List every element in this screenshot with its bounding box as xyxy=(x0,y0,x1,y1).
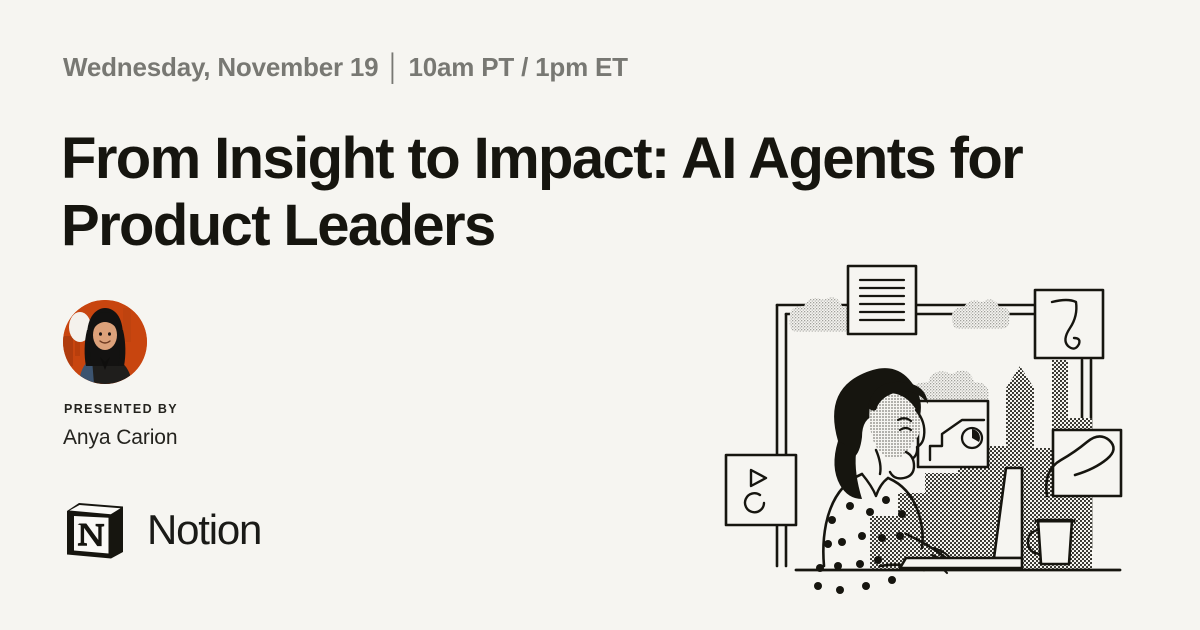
chart-card xyxy=(916,399,990,469)
hero-illustration xyxy=(720,248,1200,608)
cloud-left xyxy=(789,297,853,332)
laptop xyxy=(898,466,1024,570)
document-card xyxy=(846,264,918,336)
play-circle-card xyxy=(724,453,798,527)
brand-lockup: Notion xyxy=(63,498,262,562)
coffee-mug xyxy=(1026,518,1076,566)
content-column: Wednesday, November 19 │ 10am PT / 1pm E… xyxy=(61,0,1073,630)
brand-name: Notion xyxy=(147,506,262,553)
page-title: From Insight to Impact: AI Agents for Pr… xyxy=(61,126,1024,259)
squiggle-card xyxy=(1033,288,1105,360)
notion-cube-logo-icon xyxy=(63,498,127,562)
cloud-top-right xyxy=(951,299,1010,329)
presented-by-label: PRESENTED BY xyxy=(64,402,179,416)
loop-curve-card xyxy=(1045,428,1123,498)
presenter-block: PRESENTED BY Anya Carion xyxy=(63,300,178,449)
avatar xyxy=(63,300,147,384)
presenter-name: Anya Carion xyxy=(63,426,178,449)
event-date-time: Wednesday, November 19 │ 10am PT / 1pm E… xyxy=(63,52,628,82)
